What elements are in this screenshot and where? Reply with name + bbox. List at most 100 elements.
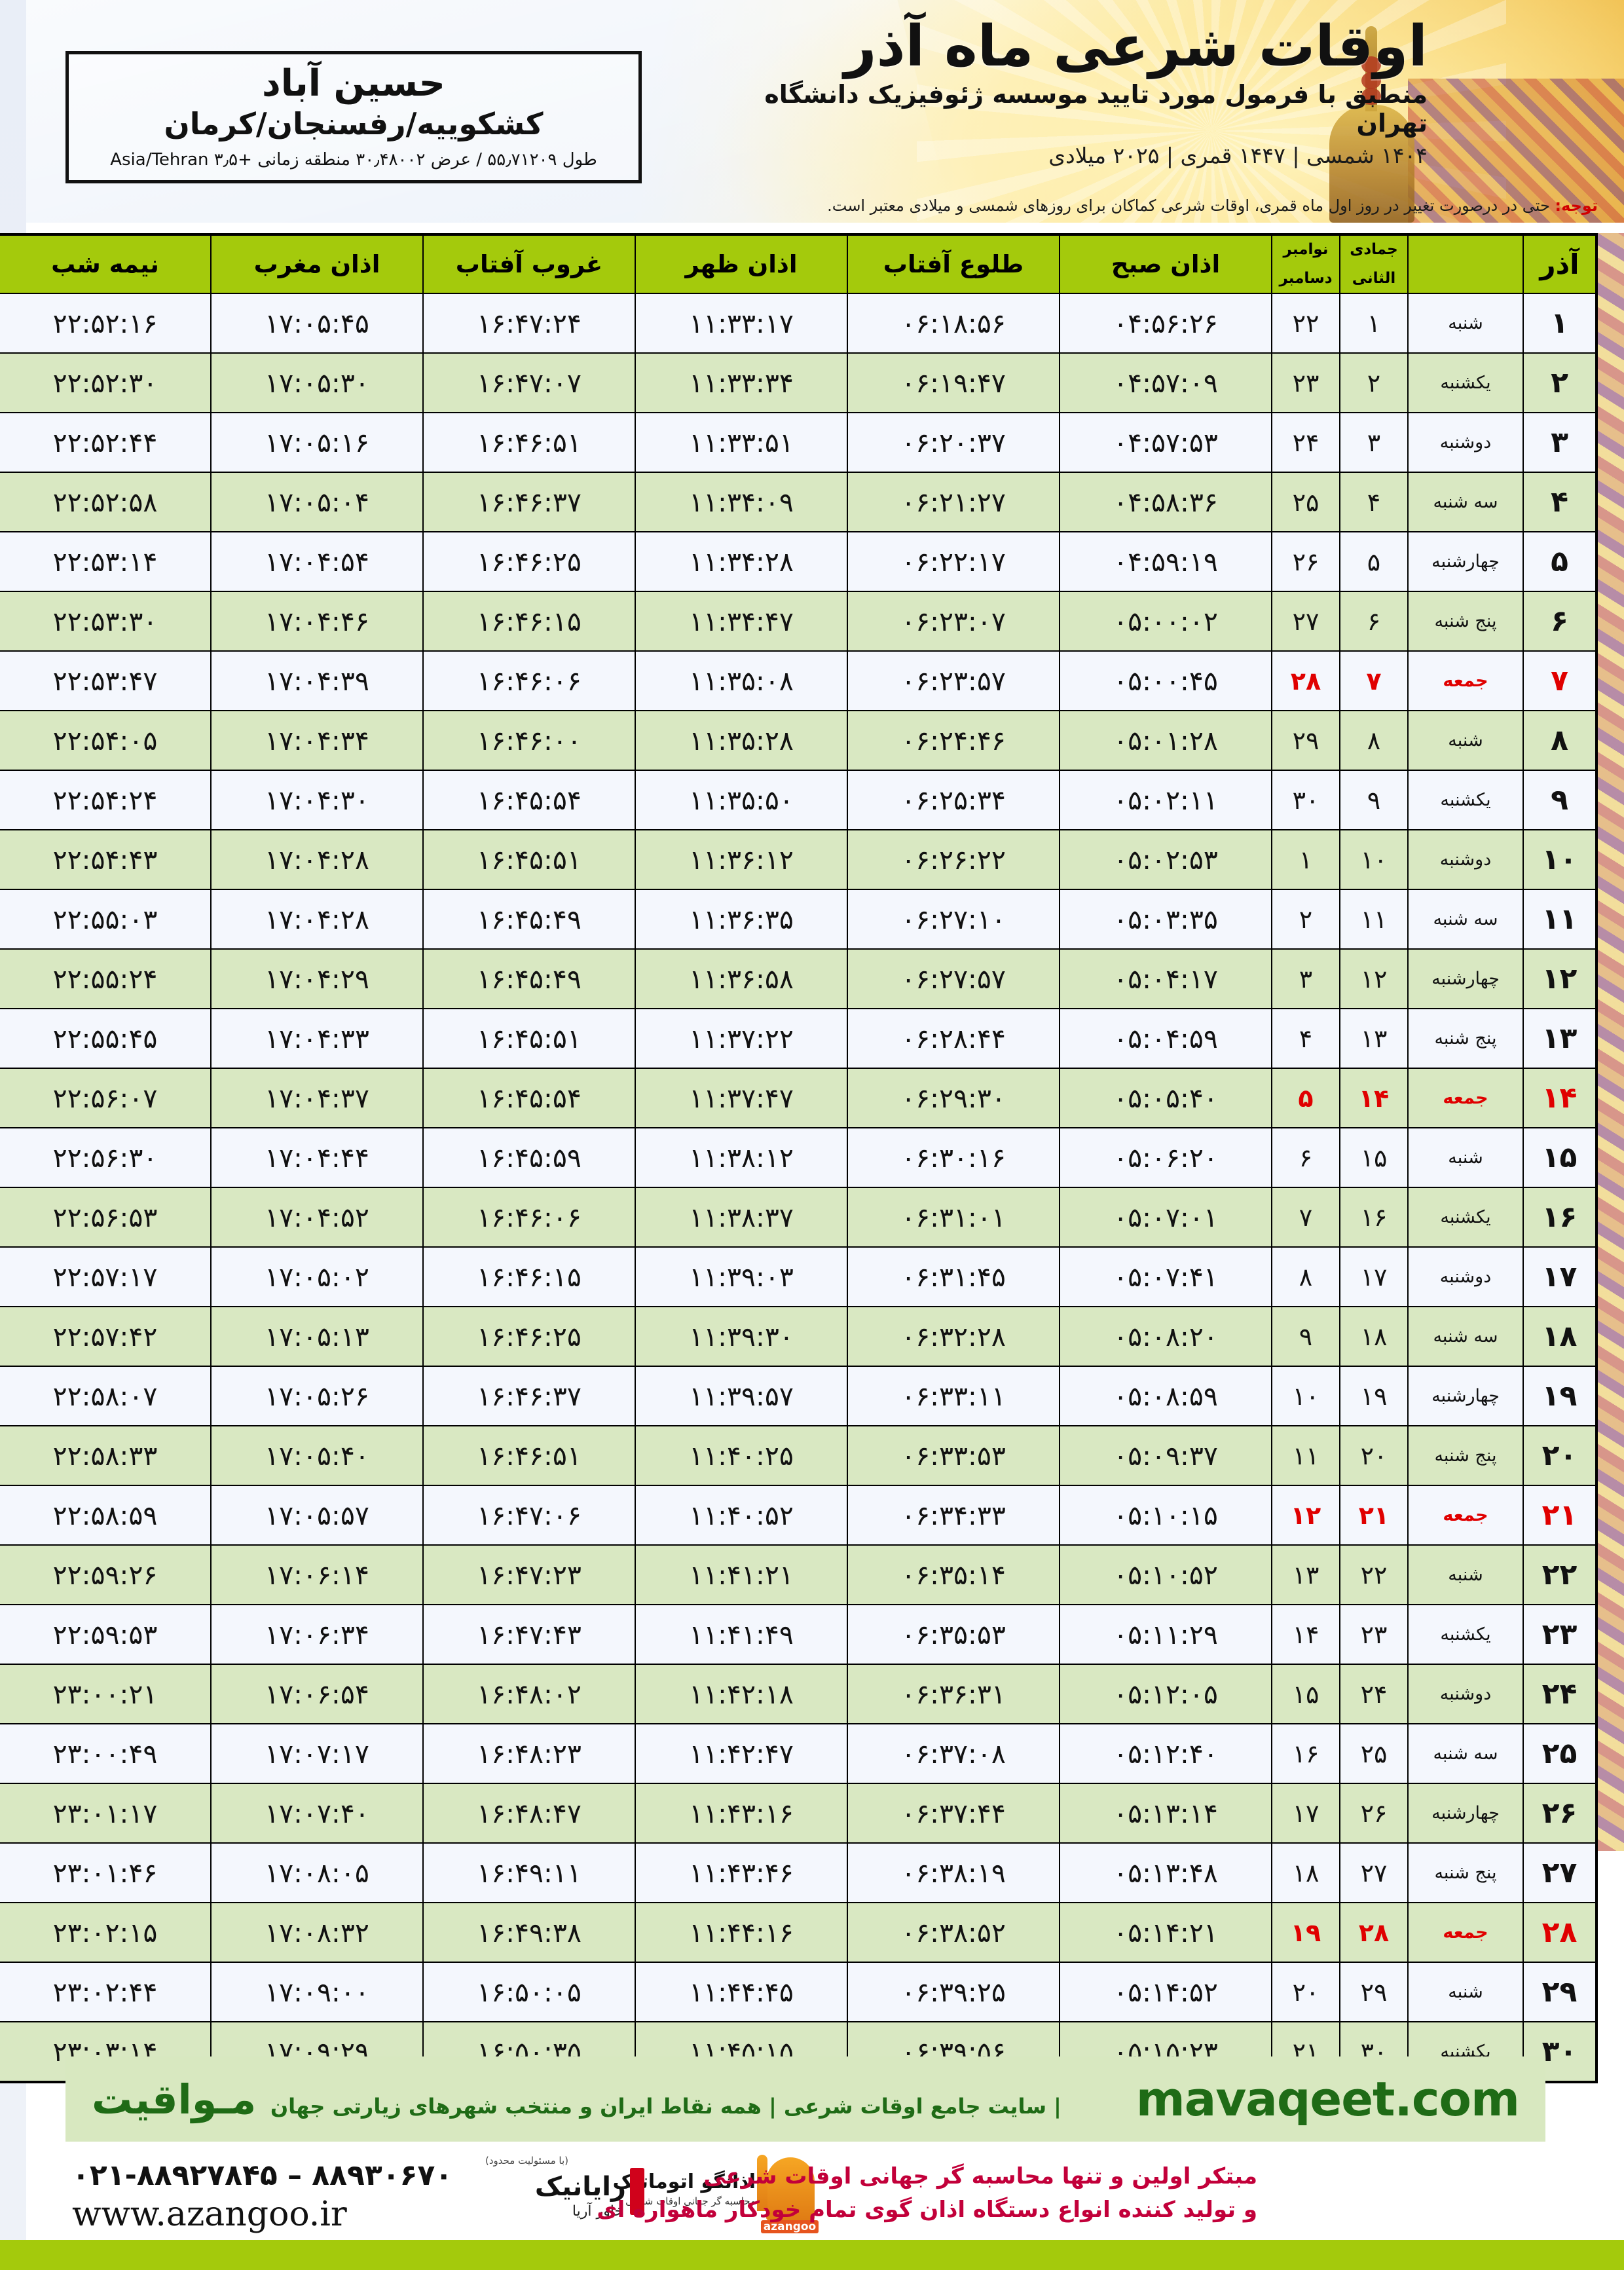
cell-dhuhr: ۱۱:۳۴:۲۸ [635,531,848,593]
cell-day: سه شنبه [1407,472,1524,533]
table-row: ۱۶ یکشنبه ۱۶ ۷ ۰۵:۰۷:۰۱ ۰۶:۳۱:۰۱ ۱۱:۳۸:۳۷ ۱۶:۴۶… [0,1187,1597,1248]
cell-num: ۳ [1522,412,1597,474]
cell-sunrise: ۰۶:۳۱:۰۱ [847,1187,1060,1248]
cell-num: ۲۱ [1522,1485,1597,1546]
cell-maghrib: ۱۷:۰۵:۱۳ [210,1306,424,1368]
cell-fajr: ۰۵:۱۲:۴۰ [1059,1723,1272,1785]
cell-maghrib: ۱۷:۰۴:۳۹ [210,650,424,712]
cell-day: شنبه [1407,1962,1524,2023]
cell-num: ۱۸ [1522,1306,1597,1368]
cell-day: دوشنبه [1407,412,1524,474]
cell-day: چهارشنبه [1407,531,1524,593]
cell-maghrib: ۱۷:۰۴:۳۴ [210,710,424,772]
footer-website-brand[interactable]: mavaqeet.com [1135,2072,1520,2127]
cell-sunrise: ۰۶:۳۷:۴۴ [847,1783,1060,1844]
cell-hij: ۲۸ [1339,1902,1409,1963]
cell-day: شنبه [1407,1544,1524,1606]
cell-greg: ۶ [1271,1127,1340,1189]
note-label: توجه: [1555,196,1598,215]
footer-azangoo-website[interactable]: www.azangoo.ir [72,2195,347,2234]
rayanik-logo[interactable]: (با مسئولیت محدود) رایانیک خاور آریا [485,2155,647,2236]
cell-num: ۲ [1522,352,1597,414]
cell-maghrib: ۱۷:۰۹:۰۰ [210,1962,424,2023]
cell-sunset: ۱۶:۴۵:۵۱ [422,1008,636,1070]
cell-greg: ۲ [1271,889,1340,950]
cell-day: پنج شنبه [1407,1842,1524,1904]
cell-dhuhr: ۱۱:۴۱:۴۹ [635,1604,848,1665]
cell-midnight: ۲۲:۵۹:۵۳ [0,1604,212,1665]
title-block: اوقات شرعی ماه آذر منطبق با فرمول مورد ت… [747,17,1428,169]
cell-day: پنج شنبه [1407,591,1524,652]
cell-sunrise: ۰۶:۳۸:۱۹ [847,1842,1060,1904]
cell-day: دوشنبه [1407,829,1524,891]
rayanik-logo-sub: خاور آریا [572,2203,623,2220]
cell-dhuhr: ۱۱:۴۰:۲۵ [635,1425,848,1487]
cell-num: ۱۴ [1522,1068,1597,1129]
cell-num: ۲۰ [1522,1425,1597,1487]
cell-hij: ۴ [1339,472,1409,533]
cell-fajr: ۰۵:۰۳:۳۵ [1059,889,1272,950]
cell-maghrib: ۱۷:۰۵:۳۰ [210,352,424,414]
table-row: ۱۷ دوشنبه ۱۷ ۸ ۰۵:۰۷:۴۱ ۰۶:۳۱:۴۵ ۱۱:۳۹:۰۳ ۱۶:۴۶… [0,1246,1597,1308]
cell-sunrise: ۰۶:۲۲:۱۷ [847,531,1060,593]
cell-dhuhr: ۱۱:۳۹:۰۳ [635,1246,848,1308]
cell-midnight: ۲۲:۵۵:۰۳ [0,889,212,950]
cell-sunset: ۱۶:۴۸:۰۲ [422,1664,636,1725]
cell-greg: ۲۰ [1271,1962,1340,2023]
cell-hij: ۱۴ [1339,1068,1409,1129]
cell-num: ۱۷ [1522,1246,1597,1308]
cell-greg: ۱۹ [1271,1902,1340,1963]
cell-num: ۱۲ [1522,948,1597,1010]
footer-slogan: مبتکر اولین و تنها محاسبه گر جهانی اوقات… [597,2160,1257,2227]
cell-greg: ۵ [1271,1068,1340,1129]
cell-maghrib: ۱۷:۰۸:۰۵ [210,1842,424,1904]
cell-greg: ۲۳ [1271,352,1340,414]
cell-day: چهارشنبه [1407,948,1524,1010]
cell-midnight: ۲۳:۰۱:۱۷ [0,1783,212,1844]
cell-midnight: ۲۳:۰۰:۲۱ [0,1664,212,1725]
azangoo-logo[interactable]: azangoo اذانگو اتوماتیک محاسبه گر جهانی … [613,2155,819,2236]
cell-greg: ۷ [1271,1187,1340,1248]
cell-sunrise: ۰۶:۲۳:۵۷ [847,650,1060,712]
cell-sunset: ۱۶:۴۷:۰۷ [422,352,636,414]
cell-fajr: ۰۵:۰۱:۲۸ [1059,710,1272,772]
table-row: ۱۹ چهارشنبه ۱۹ ۱۰ ۰۵:۰۸:۵۹ ۰۶:۳۳:۱۱ ۱۱:۳۹:۵۷ ۱۶… [0,1366,1597,1427]
cell-day: دوشنبه [1407,1246,1524,1308]
cell-num: ۱ [1522,293,1597,354]
cell-sunrise: ۰۶:۳۷:۰۸ [847,1723,1060,1785]
table-row: ۵ چهارشنبه ۵ ۲۶ ۰۴:۵۹:۱۹ ۰۶:۲۲:۱۷ ۱۱:۳۴:۲۸ ۱۶:۴… [0,531,1597,593]
cell-day: چهارشنبه [1407,1783,1524,1844]
cell-fajr: ۰۵:۰۵:۴۰ [1059,1068,1272,1129]
cell-num: ۵ [1522,531,1597,593]
cell-maghrib: ۱۷:۰۴:۵۲ [210,1187,424,1248]
th-weekday [1407,233,1524,295]
cell-dhuhr: ۱۱:۳۴:۰۹ [635,472,848,533]
cell-hij: ۲۹ [1339,1962,1409,2023]
cell-num: ۱۰ [1522,829,1597,891]
cell-greg: ۱ [1271,829,1340,891]
cell-hij: ۲۷ [1339,1842,1409,1904]
cell-hij: ۶ [1339,591,1409,652]
cell-num: ۱۳ [1522,1008,1597,1070]
cell-midnight: ۲۳:۰۱:۴۶ [0,1842,212,1904]
footer-phone: ۰۲۱-۸۸۹۲۷۸۴۵ – ۸۸۹۳۰۶۷۰ [72,2159,453,2192]
cell-sunrise: ۰۶:۳۶:۳۱ [847,1664,1060,1725]
cell-greg: ۲۷ [1271,591,1340,652]
footer-brand-bar: mavaqeet.com | سایت جامع اوقات شرعی | هم… [65,2056,1545,2142]
cell-maghrib: ۱۷:۰۴:۳۷ [210,1068,424,1129]
cell-dhuhr: ۱۱:۳۴:۴۷ [635,591,848,652]
footer-contact-bar: ۰۲۱-۸۸۹۲۷۸۴۵ – ۸۸۹۳۰۶۷۰ www.azangoo.ir a… [0,2155,1624,2240]
cell-dhuhr: ۱۱:۳۶:۳۵ [635,889,848,950]
footer-brand-fa: | سایت جامع اوقات شرعی | همه نقاط ایران … [92,2075,1061,2123]
cell-sunrise: ۰۶:۲۹:۳۰ [847,1068,1060,1129]
cell-midnight: ۲۲:۵۲:۱۶ [0,293,212,354]
cell-fajr: ۰۴:۵۹:۱۹ [1059,531,1272,593]
table-row: ۲۸ جمعه ۲۸ ۱۹ ۰۵:۱۴:۲۱ ۰۶:۳۸:۵۲ ۱۱:۴۴:۱۶ ۱۶:۴۹:… [0,1902,1597,1963]
cell-day: سه شنبه [1407,1306,1524,1368]
table-row: ۲ یکشنبه ۲ ۲۳ ۰۴:۵۷:۰۹ ۰۶:۱۹:۴۷ ۱۱:۳۳:۳۴ ۱۶:۴۷:… [0,352,1597,414]
table-row: ۲۰ پنج شنبه ۲۰ ۱۱ ۰۵:۰۹:۳۷ ۰۶:۳۳:۵۳ ۱۱:۴۰:۲۵ ۱۶… [0,1425,1597,1487]
cell-fajr: ۰۵:۰۲:۵۳ [1059,829,1272,891]
cell-day: شنبه [1407,1127,1524,1189]
cell-fajr: ۰۴:۵۷:۰۹ [1059,352,1272,414]
th-fajr: اذان صبح [1059,233,1272,295]
